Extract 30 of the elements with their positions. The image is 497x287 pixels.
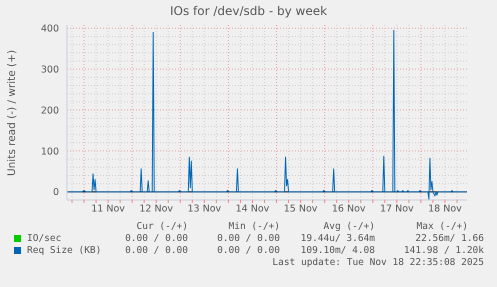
x-tick-label: 12 Nov xyxy=(139,204,174,215)
x-tick-label: 15 Nov xyxy=(284,204,318,215)
x-tick-label: 13 Nov xyxy=(188,204,222,215)
y-tick-label: 0 xyxy=(52,187,59,198)
text: Max (-/+) xyxy=(416,221,468,232)
text: Min (-/+) xyxy=(228,221,280,232)
y-tick-label: 100 xyxy=(40,146,59,158)
x-tick-label: 17 Nov xyxy=(380,204,414,215)
text: 22.56m/ 1.66 xyxy=(415,233,484,244)
text: Cur (-/+) xyxy=(136,221,188,232)
text: 0.00 / 0.00 xyxy=(124,233,188,244)
x-tick-label: 14 Nov xyxy=(236,204,270,215)
y-axis-title: Units read (-) / write (+) xyxy=(6,50,18,176)
text: 141.98 / 1.20k xyxy=(404,245,484,256)
text: 109.10m/ 4.08 xyxy=(300,245,375,256)
text: Last update: Tue Nov 18 22:35:08 2025 xyxy=(272,257,484,268)
chart-title: IOs for /dev/sdb - by week xyxy=(168,4,328,18)
y-tick-label: 200 xyxy=(40,105,59,116)
x-tick-label: 11 Nov xyxy=(91,204,126,215)
text: 19.44u/ 3.64m xyxy=(300,233,375,244)
legend-label: Req Size (KB) xyxy=(27,245,102,256)
legend-label: IO/sec xyxy=(27,233,62,244)
x-tick-label: 18 Nov xyxy=(428,204,462,215)
x-tick-label: 16 Nov xyxy=(332,204,366,215)
y-tick-label: 300 xyxy=(40,64,59,76)
text: Avg (-/+) xyxy=(324,221,375,232)
y-tick-label: 400 xyxy=(40,24,59,35)
text: 0.00 / 0.00 xyxy=(217,245,280,256)
text: 0.00 / 0.00 xyxy=(217,233,280,244)
text: 0.00 / 0.00 xyxy=(125,245,188,256)
